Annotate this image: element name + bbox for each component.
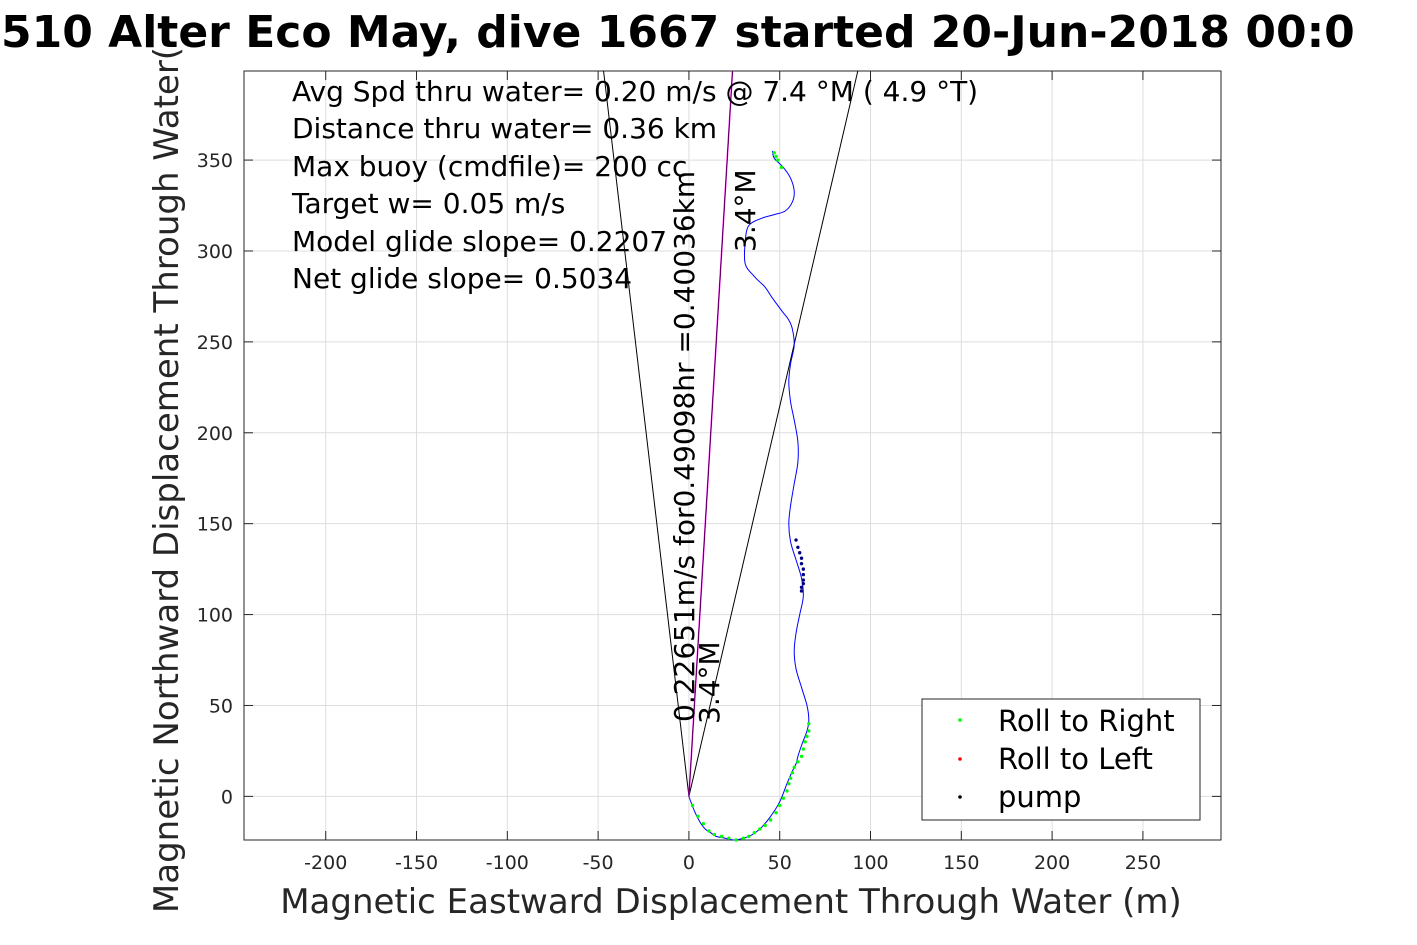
y-tick-label: 200 [197, 423, 233, 445]
roll-right-point [752, 831, 756, 835]
x-tick-label: -150 [395, 852, 438, 874]
vector-label-heading-start: 3.4°M [693, 641, 726, 724]
legend-marker-roll-right [958, 718, 962, 722]
legend-label-roll-right: Roll to Right [998, 704, 1175, 738]
annotation-avg-speed: Avg Spd thru water= 0.20 m/s @ 7.4 °M ( … [292, 75, 978, 108]
vector-label-heading-end: 3.4°M [729, 169, 762, 252]
pump-point [794, 538, 798, 542]
y-tick-label: 50 [209, 695, 233, 717]
roll-right-point [690, 803, 695, 808]
pump-point [799, 585, 804, 590]
roll-right-point [696, 814, 700, 819]
legend: Roll to Right Roll to Left pump [921, 698, 1201, 821]
roll-right-point [807, 729, 811, 733]
legend-box [921, 698, 1201, 821]
roll-right-point [734, 838, 738, 842]
roll-right-point [772, 151, 776, 155]
cone-line [688, 70, 859, 797]
roll-right-point [719, 834, 724, 839]
annotation-distance: Distance thru water= 0.36 km [292, 112, 717, 145]
roll-right-point [701, 821, 706, 826]
annotation-net-glide-slope: Net glide slope= 0.5034 [292, 262, 632, 295]
glider-track [688, 150, 810, 841]
x-tick-label: 200 [1034, 852, 1070, 874]
roll-right-point [788, 776, 793, 780]
y-axis-label: Magnetic Northward Displacement Through … [147, 47, 187, 913]
roll-right-point [774, 811, 778, 815]
cone-line [603, 70, 690, 797]
roll-right-point [747, 834, 751, 839]
roll-right-point [774, 154, 778, 159]
roll-right-point [741, 836, 746, 840]
roll-right-point [801, 747, 806, 751]
annotation-model-glide-slope: Model glide slope= 0.2207 [292, 225, 667, 258]
chart-title: 510 Alter Eco May, dive 1667 started 20-… [1, 7, 1355, 58]
x-tick-label: 0 [683, 852, 695, 874]
x-axis-label: Magnetic Eastward Displacement Through W… [280, 882, 1182, 922]
grid [244, 71, 1221, 840]
roll-right-point [776, 158, 780, 162]
roll-right-point [787, 781, 791, 786]
roll-right-point [758, 827, 762, 831]
roll-right-point [790, 771, 795, 775]
x-tick-label: -200 [304, 852, 347, 874]
y-tick-label: 0 [221, 786, 233, 808]
pump-point [801, 578, 806, 582]
x-tick-label: -100 [486, 852, 529, 874]
pump-point [799, 589, 804, 593]
roll-right-point [778, 803, 782, 808]
x-tick-label: 150 [943, 852, 979, 874]
roll-right-point [785, 789, 789, 793]
y-tick-label: 250 [197, 332, 233, 354]
pump-point [797, 551, 802, 555]
legend-label-roll-left: Roll to Left [998, 742, 1153, 776]
roll-right-point [707, 829, 711, 833]
roll-right-point [781, 796, 786, 800]
roll-right-point [803, 740, 807, 744]
axis-ticks: -200 -150 -100 -50 0 50 100 150 200 250 0 50 100 150 2… [197, 71, 1221, 874]
legend-marker-roll-left [958, 757, 962, 761]
roll-right-point [807, 721, 811, 726]
track-line [688, 150, 810, 841]
y-tick-label: 150 [197, 514, 233, 536]
roll-right-point [779, 165, 784, 170]
mean-heading-line-overlay [688, 70, 733, 797]
vector-label-main: 0.22651m/s for0.49098hr =0.40036km [668, 171, 701, 722]
x-tick-label: 100 [852, 852, 888, 874]
roll-right-point [768, 818, 773, 822]
pump-point [796, 545, 800, 550]
legend-label-pump: pump [998, 780, 1081, 814]
roll-right-point [805, 734, 809, 739]
annotation-target-w: Target w= 0.05 m/s [291, 187, 565, 220]
y-tick-label: 100 [197, 605, 233, 627]
roll-right-point [763, 823, 767, 828]
y-tick-label: 300 [197, 241, 233, 263]
x-tick-label: -50 [583, 852, 614, 874]
mean-heading-line [688, 70, 734, 797]
pump-point [801, 572, 806, 577]
legend-marker-pump [958, 795, 962, 799]
x-tick-label: 250 [1125, 852, 1161, 874]
heading-cone-lines [603, 70, 859, 797]
dive-summary-annotations: Avg Spd thru water= 0.20 m/s @ 7.4 °M ( … [291, 75, 978, 295]
pump-point [799, 556, 804, 560]
pump-point [801, 567, 806, 571]
roll-right-point [796, 760, 800, 764]
pump-point [801, 581, 806, 586]
marker-points [690, 151, 811, 842]
roll-right-point [792, 765, 796, 769]
roll-right-point [712, 832, 717, 837]
y-tick-label: 350 [197, 150, 233, 172]
roll-right-point [727, 836, 731, 840]
annotation-max-buoy: Max buoy (cmdfile)= 200 cc [292, 150, 687, 183]
pump-point [799, 561, 804, 566]
x-tick-label: 50 [768, 852, 792, 874]
roll-right-point [799, 754, 804, 759]
